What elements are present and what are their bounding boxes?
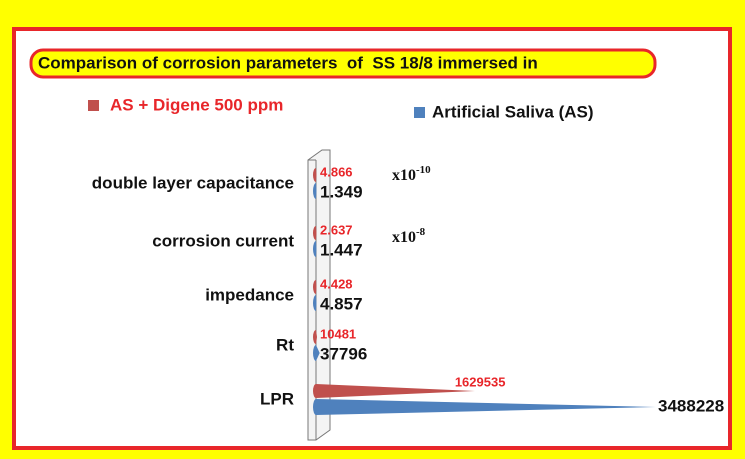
value-label: 4.428 — [320, 276, 353, 291]
value-label: 1.349 — [320, 182, 363, 201]
annotation-exponent: -8 — [416, 226, 426, 238]
value-label: 1629535 — [455, 374, 506, 389]
chart-title: Comparison of corrosion parameters of SS… — [38, 53, 538, 72]
category-label: LPR — [260, 389, 294, 408]
value-label: 10481 — [320, 326, 356, 341]
cone-bar — [313, 295, 317, 311]
value-label: 1.447 — [320, 240, 363, 259]
category-label: corrosion current — [152, 231, 294, 250]
legend-label: AS + Digene 500 ppm — [110, 95, 283, 114]
category-label: impedance — [205, 285, 294, 304]
annotation: x10-8 — [392, 226, 426, 246]
value-label: 37796 — [320, 344, 367, 363]
title-box — [29, 48, 657, 79]
cone-bar — [313, 330, 318, 344]
legend-swatch — [414, 107, 425, 118]
legend-swatch — [88, 100, 99, 111]
annotation: x10-10 — [392, 164, 431, 184]
category-label: Rt — [276, 335, 294, 354]
cone-bar — [313, 399, 656, 415]
frame — [12, 27, 732, 450]
category-label: double layer capacitance — [92, 173, 294, 192]
cone-bar — [313, 241, 317, 257]
legend-label: Artificial Saliva (AS) — [432, 102, 594, 121]
cone-bar — [313, 168, 317, 182]
annotation-text: x10 — [392, 167, 416, 184]
value-label: 3488228 — [658, 396, 724, 415]
value-label: 2.637 — [320, 222, 353, 237]
cone-bar — [313, 345, 320, 361]
cone-bar — [313, 183, 317, 199]
cone-bar — [313, 384, 475, 398]
cone-bar — [313, 226, 317, 240]
axis-wall — [307, 149, 331, 441]
cone-bar — [313, 280, 317, 294]
value-label: 4.857 — [320, 294, 363, 313]
annotation-text: x10 — [392, 229, 416, 246]
annotation-exponent: -10 — [416, 164, 431, 176]
value-label: 4.866 — [320, 164, 353, 179]
